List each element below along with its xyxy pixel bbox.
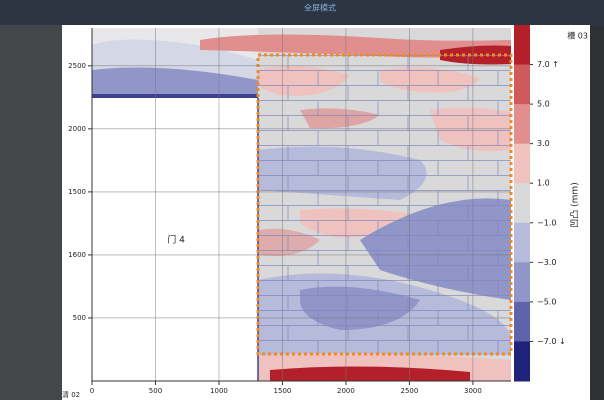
- x-tick-label: 1000: [210, 387, 228, 395]
- colorbar-tick-label: −7.0 ↓: [537, 337, 566, 346]
- colorbar-tick-label: −1.0: [537, 218, 556, 227]
- colorbar-band: [514, 341, 530, 382]
- colorbar-tick-label: 7.0 ↑: [537, 60, 559, 69]
- top-bar: [0, 0, 604, 25]
- colorbar-tick-label: 1.0: [537, 179, 550, 188]
- colorbar-band: [514, 104, 530, 145]
- x-tick-label: 2500: [401, 387, 419, 395]
- colorbar-band: [514, 25, 530, 66]
- colorbar-band: [514, 301, 530, 342]
- colorbar-band: [514, 143, 530, 184]
- y-tick-label: 1600: [68, 251, 86, 259]
- side-label: 清 02: [62, 390, 80, 399]
- colorbar-tick-label: 3.0: [537, 139, 550, 148]
- y-tick-label: 2500: [68, 62, 86, 70]
- colorbar-band: [514, 222, 530, 263]
- right-backdrop: [590, 25, 604, 400]
- y-tick-label: 500: [73, 314, 86, 322]
- heatmap: [92, 28, 511, 381]
- x-tick-label: 500: [149, 387, 162, 395]
- colorbar-band: [514, 183, 530, 224]
- top-bar-title[interactable]: 全屏模式: [304, 3, 336, 13]
- x-tick-label: 3000: [464, 387, 482, 395]
- colorbar-tick-label: 5.0: [537, 100, 550, 109]
- colorbar-tick-label: −5.0: [537, 297, 556, 306]
- axes: 0 500 1000 1500 2000 2500 3000 500 1600 1500 2000 2…: [68, 25, 566, 395]
- y-tick-label: 2000: [68, 125, 86, 133]
- y-tick-label: 1500: [68, 188, 86, 196]
- colorbar-tick-label: −3.0: [537, 258, 556, 267]
- colorbar-band: [514, 262, 530, 303]
- left-backdrop: [0, 25, 62, 400]
- selection-box[interactable]: [256, 53, 513, 356]
- side-label: 槽 03: [567, 31, 588, 41]
- colorbar-band: [514, 64, 530, 105]
- door-label: 门 4: [167, 234, 185, 246]
- x-tick-label: 1500: [274, 387, 292, 395]
- colorbar-label: 凹凸 (mm): [570, 182, 581, 227]
- x-tick-label: 2000: [337, 387, 355, 395]
- x-tick-label: 0: [90, 387, 94, 395]
